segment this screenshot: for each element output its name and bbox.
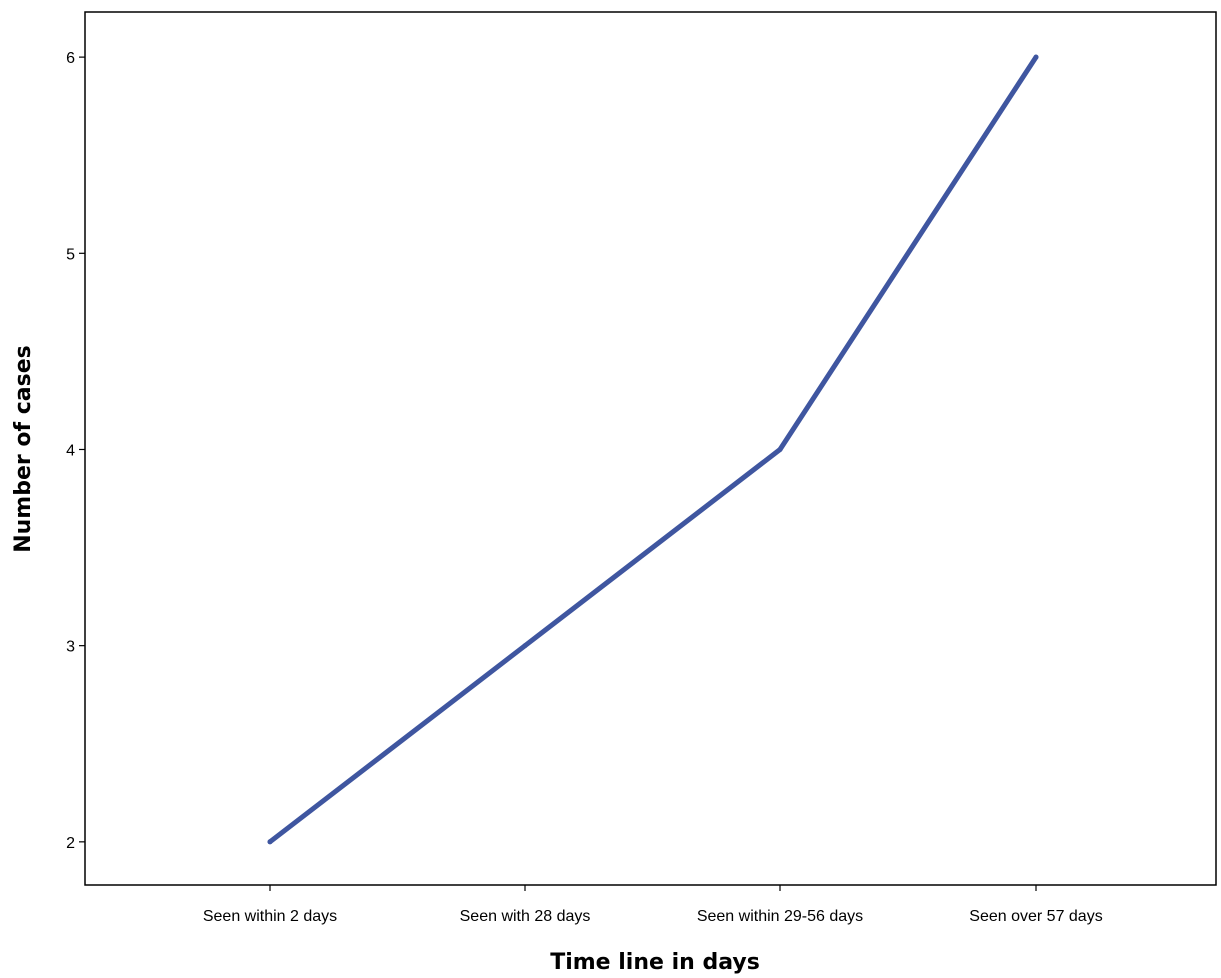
series-layer (267, 54, 1039, 845)
data-point (777, 447, 783, 452)
y-tick-label: 5 (66, 246, 75, 263)
x-axis-title: Time line in days (550, 950, 760, 975)
plot-frame (84, 11, 1217, 886)
series-line (267, 54, 1039, 845)
y-axis: 2 3 4 5 6 (66, 50, 85, 852)
y-tick-label: 2 (66, 835, 75, 852)
x-tick-label: Seen with 28 days (460, 908, 591, 925)
y-axis-title: Number of cases (11, 345, 36, 553)
x-tick-label: Seen over 57 days (969, 908, 1102, 925)
y-tick-label: 3 (66, 639, 75, 656)
y-tick-label: 6 (66, 50, 75, 67)
x-axis: Seen within 2 days Seen with 28 days Seen … (203, 885, 1103, 925)
data-point (522, 643, 528, 649)
x-tick-label: Seen within 2 days (203, 908, 337, 925)
x-tick-label: Seen within 29-56 days (697, 908, 863, 925)
y-tick-label: 4 (66, 442, 75, 459)
data-point (1033, 54, 1039, 60)
data-point (267, 839, 273, 845)
